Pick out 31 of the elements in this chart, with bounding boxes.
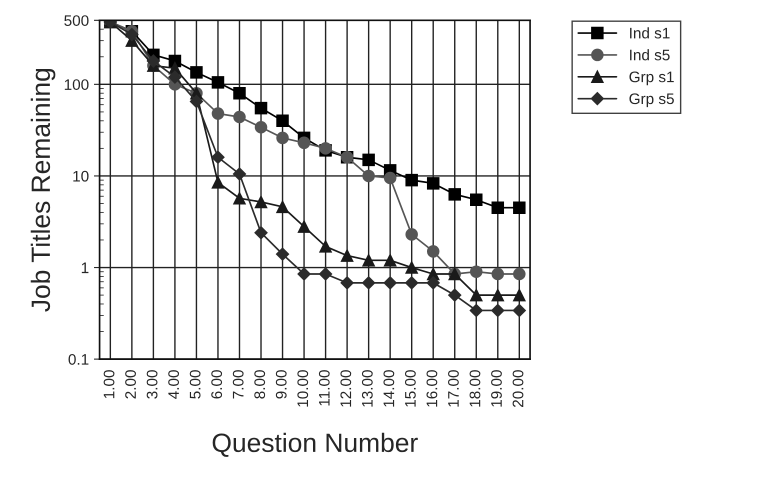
y-tick-label: 500 bbox=[64, 15, 89, 26]
x-tick-label: 1.00 bbox=[104, 370, 114, 398]
x-tick-label: 18.00 bbox=[470, 370, 480, 407]
x-tick-label: 19.00 bbox=[491, 370, 502, 407]
x-tick-label: 11.00 bbox=[318, 370, 330, 406]
x-tick-label: 14.00 bbox=[383, 370, 394, 407]
x-tick-label: 10.00 bbox=[297, 370, 308, 407]
x-tick-label: 5.00 bbox=[190, 370, 201, 399]
x-tick-label: 6.00 bbox=[211, 370, 222, 398]
legend-label: Ind s1 bbox=[630, 27, 670, 39]
x-tick-label: 12.00 bbox=[340, 370, 352, 407]
x-tick-label: 3.00 bbox=[146, 370, 158, 399]
x-tick-label: 15.00 bbox=[404, 370, 416, 407]
y-tick-label: 10 bbox=[73, 170, 89, 182]
x-tick-label: 13.00 bbox=[362, 370, 373, 407]
x-axis-title: Question Number bbox=[212, 432, 418, 457]
legend-label: Grp s1 bbox=[629, 71, 674, 86]
x-tick-label: 16.00 bbox=[426, 370, 438, 407]
legend-label: Grp s5 bbox=[629, 93, 674, 108]
x-tick-label: 9.00 bbox=[276, 370, 287, 399]
y-tick-label: 100 bbox=[64, 79, 89, 90]
x-tick-label: 2.00 bbox=[125, 370, 136, 399]
x-tick-label: 7.00 bbox=[232, 370, 244, 398]
y-tick-label: 1 bbox=[82, 262, 88, 274]
legend-label: Ind s5 bbox=[630, 49, 670, 60]
y-tick-label: 0.1 bbox=[68, 354, 88, 365]
x-tick-label: 8.00 bbox=[254, 370, 266, 399]
y-axis-title: Job Titles Remaining bbox=[30, 68, 56, 312]
x-tick-label: 4.00 bbox=[168, 370, 180, 399]
x-tick-label: 17.00 bbox=[448, 370, 459, 407]
x-tick-label: 20.00 bbox=[512, 370, 524, 408]
